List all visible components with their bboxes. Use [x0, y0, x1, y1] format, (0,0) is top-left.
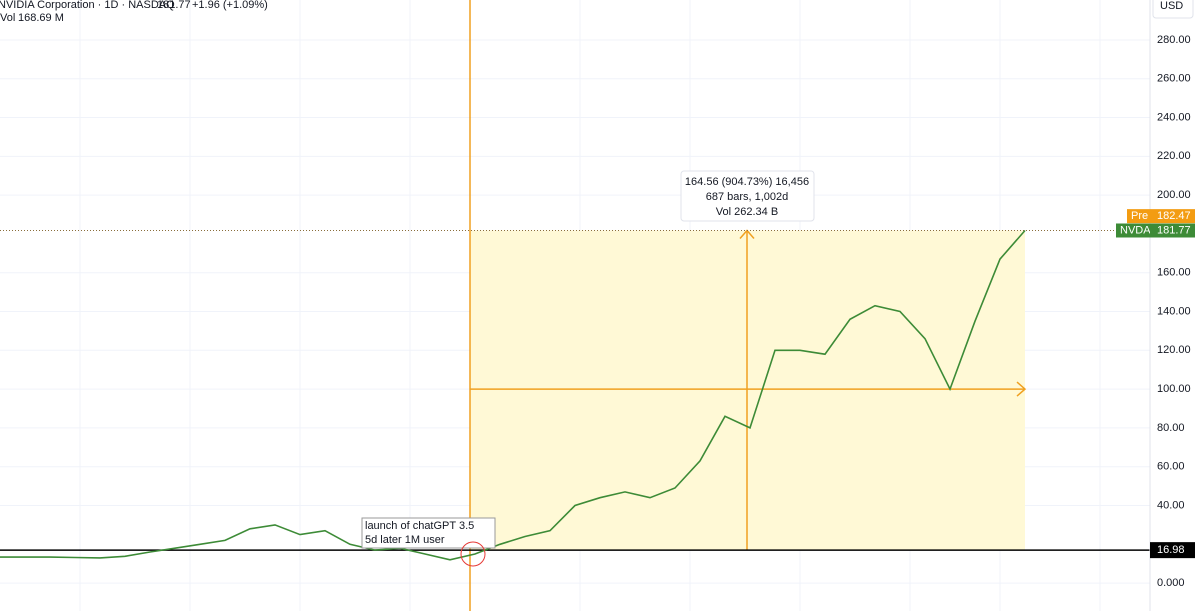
y-tick-label: 0.000	[1157, 577, 1185, 589]
y-tick-label: 240.00	[1157, 111, 1191, 123]
pre-tag-bg	[1127, 209, 1150, 224]
y-tick-label: 60.00	[1157, 461, 1185, 473]
y-tick-label: 140.00	[1157, 305, 1191, 317]
name-tag: NVDA	[1120, 224, 1151, 236]
y-tick-label: 220.00	[1157, 150, 1191, 162]
measure-box	[680, 170, 815, 222]
annotation-line: 5d later 1M user	[365, 534, 445, 546]
marker-circle	[460, 541, 486, 567]
vol-value: 168.69 M	[18, 12, 64, 24]
y-tick-label: 120.00	[1157, 344, 1191, 356]
y-tick-label: 160.00	[1157, 267, 1191, 279]
y-tick-label: 100.00	[1157, 383, 1191, 395]
plot	[0, 0, 1150, 611]
arrow-head	[1016, 381, 1027, 397]
name-tag-bg	[1116, 223, 1150, 238]
header-price: 181.77	[157, 0, 191, 11]
price-line	[0, 229, 1026, 561]
y-tick-label: 280.00	[1157, 34, 1191, 46]
y-tick-label: 260.00	[1157, 73, 1191, 85]
header-change: +1.96 (+1.09%)	[192, 0, 268, 11]
pre-tag: Pre	[1131, 210, 1148, 222]
pre-label: 182.47	[1157, 210, 1191, 222]
header-title: NVIDIA Corporation · 1D · NASDAQ	[0, 0, 175, 11]
y-tick-label: 200.00	[1157, 189, 1191, 201]
measure-line: 687 bars, 1,002d	[706, 191, 789, 203]
vol-label: Vol	[0, 12, 15, 24]
currency: USD	[1160, 0, 1183, 12]
y-tick-label: 80.00	[1157, 422, 1185, 434]
measure-line: Vol 262.34 B	[716, 206, 778, 218]
measure-line: 164.56 (904.73%) 16,456	[685, 176, 809, 188]
level-label: 16.98	[1157, 544, 1185, 556]
level-label-bg	[1150, 542, 1195, 559]
annotation-line: launch of chatGPT 3.5	[365, 520, 474, 532]
annotation-box	[361, 517, 496, 549]
y-tick-label: 40.00	[1157, 499, 1185, 511]
pre-label-bg	[1150, 209, 1195, 224]
currency-box	[1152, 0, 1194, 19]
last-label-bg	[1150, 223, 1195, 238]
last-label: 181.77	[1157, 224, 1191, 236]
